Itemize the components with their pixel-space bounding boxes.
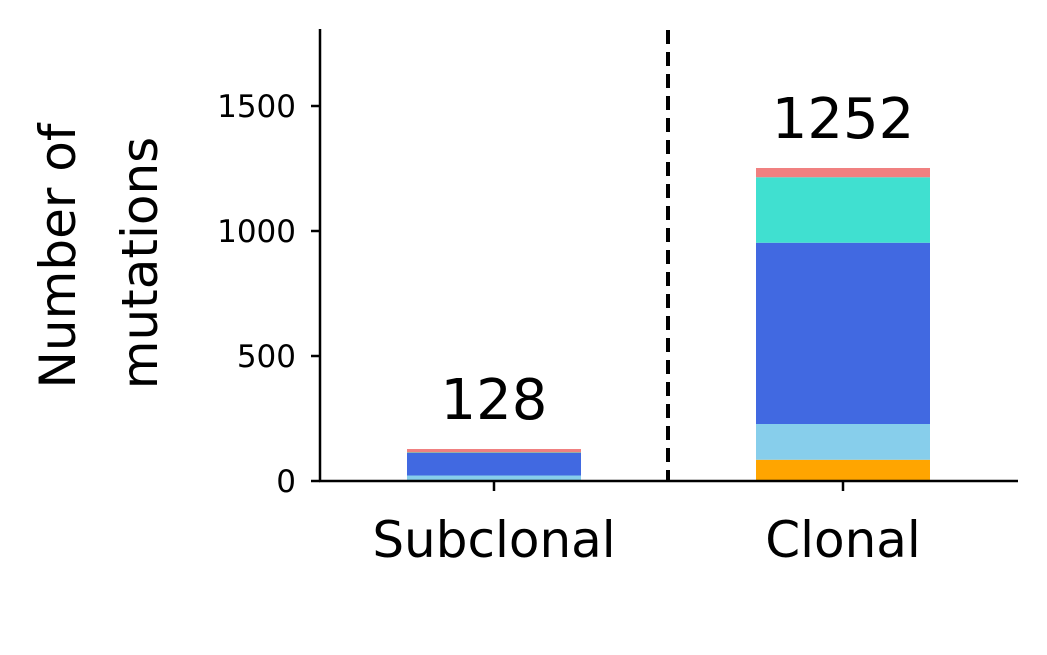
- bar-segment-clonal-5: [756, 168, 930, 178]
- y-tick-label: 1000: [217, 214, 296, 250]
- x-ticks-group: Subclonal Clonal: [372, 481, 921, 569]
- bar-segment-clonal-2: [756, 424, 930, 460]
- bar-segment-clonal-1: [756, 459, 930, 481]
- bar-segment-subclonal-5: [407, 449, 581, 453]
- bar-segment-clonal-3: [756, 242, 930, 424]
- y-tick-label: 0: [276, 464, 296, 500]
- bar-segment-subclonal-4: [407, 452, 581, 453]
- y-axis-label-line-2: mutations: [111, 137, 169, 389]
- bars-group: [407, 168, 930, 481]
- x-tick-label-clonal: Clonal: [765, 511, 921, 569]
- bar-total-label: 128: [441, 368, 548, 433]
- totals-group: 128 1252: [441, 87, 915, 433]
- y-axis-label-line-1: Number of: [29, 122, 87, 388]
- bar-segment-subclonal-3: [407, 453, 581, 476]
- bar-segment-clonal-4: [756, 177, 930, 243]
- bar-total-label: 1252: [772, 87, 915, 152]
- x-tick-label-subclonal: Subclonal: [372, 511, 615, 569]
- y-tick-label: 500: [237, 339, 296, 375]
- y-ticks-group: 0 500 1000 1500: [217, 89, 320, 500]
- bar-segment-subclonal-2: [407, 475, 581, 481]
- y-tick-label: 1500: [217, 89, 296, 125]
